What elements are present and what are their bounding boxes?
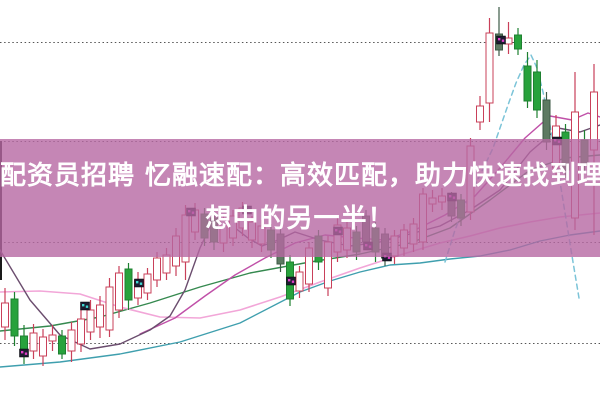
banner-text-line1: 配资员招聘 忆融速配：高效匹配，助力快速找到理 (0, 161, 600, 191)
banner-text-line2: 想中的另一半！ (205, 204, 395, 234)
promo-banner: 配资员招聘 忆融速配：高效匹配，助力快速找到理 想中的另一半！ (0, 139, 600, 257)
